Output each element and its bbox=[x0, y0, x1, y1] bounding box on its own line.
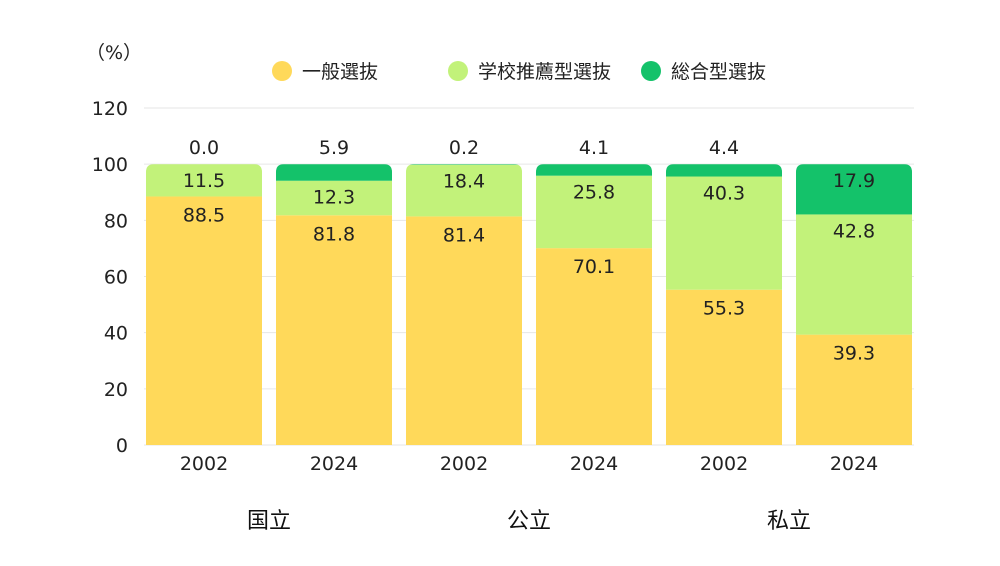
bar-segment bbox=[666, 289, 782, 445]
x-tick-label: 2002 bbox=[180, 453, 228, 475]
bar-segment bbox=[276, 180, 392, 216]
data-label: 4.4 bbox=[709, 137, 739, 159]
data-label: 39.3 bbox=[833, 343, 875, 365]
legend-swatch bbox=[641, 61, 661, 81]
data-label: 4.1 bbox=[579, 137, 609, 159]
legend-label: 一般選抜 bbox=[302, 61, 378, 83]
y-tick-label: 100 bbox=[92, 154, 128, 176]
bar-segment bbox=[406, 216, 522, 445]
y-unit-label: （%） bbox=[86, 42, 142, 64]
x-tick-label: 2002 bbox=[440, 453, 488, 475]
bar-segment bbox=[146, 196, 262, 445]
x-tick-label: 2002 bbox=[700, 453, 748, 475]
data-label: 70.1 bbox=[573, 256, 615, 278]
bar-segment bbox=[796, 214, 912, 335]
bar-segment bbox=[796, 164, 912, 215]
bar-segment bbox=[666, 164, 782, 177]
x-tick-label: 2024 bbox=[830, 453, 878, 475]
y-tick-label: 20 bbox=[104, 379, 128, 401]
x-tick-label: 2024 bbox=[310, 453, 358, 475]
bar-segment bbox=[536, 175, 652, 249]
bar-segment bbox=[276, 164, 392, 181]
x-tick-label: 2024 bbox=[570, 453, 618, 475]
bar-segment bbox=[666, 176, 782, 290]
data-label: 40.3 bbox=[703, 183, 745, 205]
y-tick-label: 60 bbox=[104, 267, 128, 289]
data-label: 81.8 bbox=[313, 223, 355, 245]
bar-segment bbox=[536, 248, 652, 445]
legend-label: 総合型選抜 bbox=[671, 61, 766, 83]
bar-segment bbox=[796, 334, 912, 445]
data-label: 55.3 bbox=[703, 298, 745, 320]
bar-segment bbox=[536, 164, 652, 176]
bar-segment bbox=[406, 164, 522, 165]
group-label: 国立 bbox=[247, 509, 291, 534]
data-label: 42.8 bbox=[833, 220, 875, 242]
data-label: 25.8 bbox=[573, 182, 615, 204]
data-label: 11.5 bbox=[183, 170, 225, 192]
data-label: 18.4 bbox=[443, 171, 485, 193]
bar-segment bbox=[406, 164, 522, 217]
group-label: 公立 bbox=[507, 509, 551, 534]
data-label: 88.5 bbox=[183, 204, 225, 226]
y-tick-label: 40 bbox=[104, 323, 128, 345]
group-label: 私立 bbox=[767, 509, 811, 534]
data-label: 5.9 bbox=[319, 137, 349, 159]
legend-swatch bbox=[272, 61, 292, 81]
data-label: 81.4 bbox=[443, 224, 485, 246]
data-label: 17.9 bbox=[833, 170, 875, 192]
data-label: 0.0 bbox=[189, 137, 219, 159]
data-label: 12.3 bbox=[313, 187, 355, 209]
bar-segment bbox=[276, 215, 392, 445]
y-tick-label: 120 bbox=[92, 98, 128, 120]
y-tick-label: 0 bbox=[116, 435, 128, 457]
bar-segment bbox=[146, 164, 262, 197]
legend-swatch bbox=[448, 61, 468, 81]
data-label: 0.2 bbox=[449, 137, 479, 159]
legend-label: 学校推薦型選抜 bbox=[478, 61, 611, 83]
y-tick-label: 80 bbox=[104, 210, 128, 232]
